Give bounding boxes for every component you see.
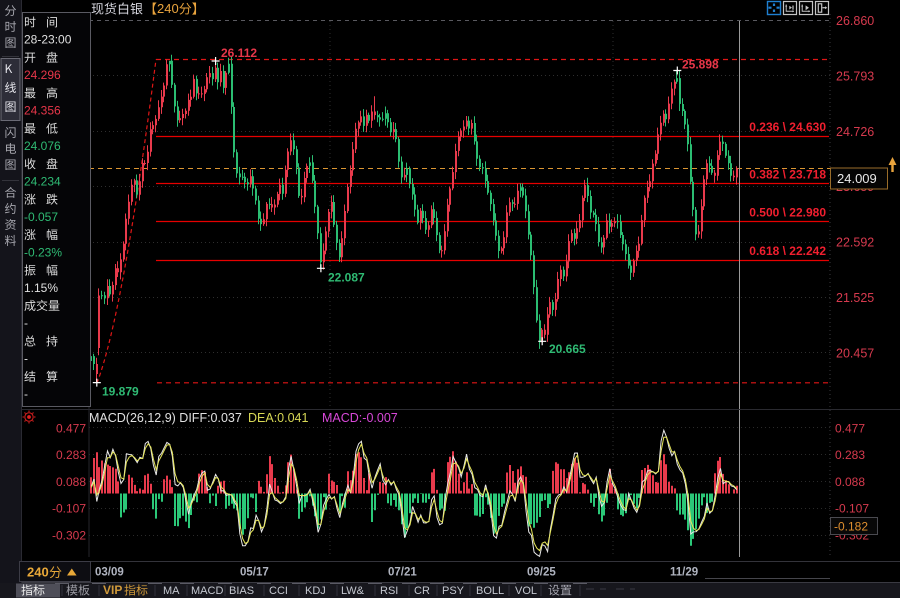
svg-text:CCI: CCI [269,585,288,597]
svg-text:0.283: 0.283 [56,448,86,462]
svg-text:24.076: 24.076 [24,139,61,153]
svg-text:28-23:00: 28-23:00 [24,33,72,47]
svg-text:MACD:-0.007: MACD:-0.007 [322,411,398,425]
svg-text:CR: CR [414,585,430,597]
svg-text:0.477: 0.477 [835,421,865,435]
svg-text:-: - [24,387,28,401]
svg-text:25.793: 25.793 [836,70,874,84]
svg-text:240: 240 [27,565,49,580]
svg-text:24.296: 24.296 [24,68,61,82]
svg-text:PSY: PSY [442,585,465,597]
svg-text:25.898: 25.898 [682,58,719,72]
svg-text:0.088: 0.088 [56,475,86,489]
svg-text:11/29: 11/29 [670,567,698,579]
svg-text:24.726: 24.726 [836,125,874,139]
svg-text:DEA:0.041: DEA:0.041 [248,411,309,425]
svg-text:KDJ: KDJ [305,585,326,597]
svg-text:22.087: 22.087 [328,271,365,285]
svg-text:1.15%: 1.15% [24,281,58,295]
svg-text:24.009: 24.009 [837,171,877,186]
svg-text:BOLL: BOLL [476,585,504,597]
svg-text:-0.107: -0.107 [835,502,869,516]
svg-text:0.382 \ 23.718: 0.382 \ 23.718 [749,167,826,181]
svg-text:05/17: 05/17 [240,567,269,579]
svg-text:-0.302: -0.302 [52,529,86,543]
svg-text:20.665: 20.665 [549,342,586,356]
svg-text:VOL: VOL [515,585,537,597]
svg-text:LW&: LW& [341,585,365,597]
svg-text:0.236 \ 24.630: 0.236 \ 24.630 [749,120,826,134]
svg-text:09/25: 09/25 [527,567,556,579]
svg-text:0.500 \ 22.980: 0.500 \ 22.980 [749,206,826,220]
svg-text:-0.057: -0.057 [24,210,58,224]
svg-text:07/21: 07/21 [388,567,417,579]
svg-text:VIP: VIP [103,583,122,597]
svg-text:BIAS: BIAS [229,585,254,597]
svg-text:240: 240 [157,1,179,16]
svg-text:-0.107: -0.107 [52,502,86,516]
svg-text:RSI: RSI [380,585,398,597]
svg-text:21.525: 21.525 [836,291,874,305]
svg-text:24.234: 24.234 [24,175,61,189]
svg-text:19.879: 19.879 [102,385,139,399]
svg-text:0.477: 0.477 [56,421,86,435]
svg-text:24.356: 24.356 [24,104,61,118]
svg-text:MACD(26,12,9) DIFF:0.037: MACD(26,12,9) DIFF:0.037 [89,411,242,425]
svg-text:26.860: 26.860 [836,14,874,28]
svg-text:22.592: 22.592 [836,236,874,250]
svg-text:-: - [24,316,28,330]
svg-text:-0.23%: -0.23% [24,245,62,259]
svg-text:03/09: 03/09 [95,567,124,579]
svg-text:20.457: 20.457 [836,346,874,360]
svg-text:0.283: 0.283 [835,448,865,462]
svg-text:MACD: MACD [191,585,223,597]
svg-text:MA: MA [163,585,180,597]
svg-text:-: - [24,352,28,366]
svg-text:0.618 \ 22.242: 0.618 \ 22.242 [749,244,826,258]
svg-text:-0.182: -0.182 [834,520,868,534]
svg-text:0.088: 0.088 [835,475,865,489]
svg-text:26.112: 26.112 [221,46,257,60]
